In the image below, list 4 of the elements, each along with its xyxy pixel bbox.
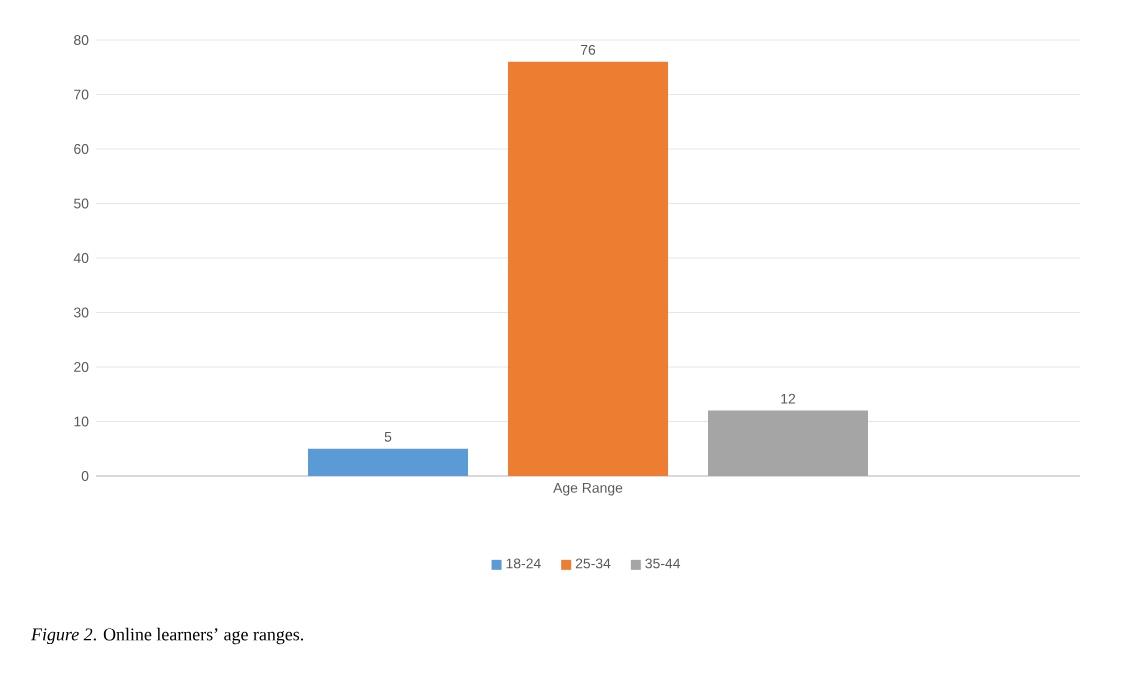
bar [708,410,869,476]
text: Figure 2. Online learners’ age ranges. [30,627,304,645]
bar [508,61,669,476]
bar [308,448,469,476]
